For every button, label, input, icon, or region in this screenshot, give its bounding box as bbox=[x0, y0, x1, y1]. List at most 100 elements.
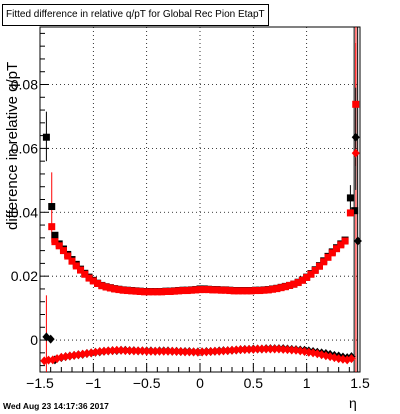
square-point bbox=[85, 274, 93, 282]
square-point bbox=[119, 286, 127, 294]
diamond-point bbox=[155, 346, 164, 356]
square-point bbox=[94, 280, 102, 288]
diamond-point bbox=[46, 334, 55, 344]
square-point bbox=[281, 283, 289, 291]
y-tick-label: 0.04 bbox=[11, 204, 38, 220]
square-point bbox=[132, 287, 140, 295]
diamond-point bbox=[185, 347, 194, 357]
square-point bbox=[352, 100, 360, 108]
square-point bbox=[153, 288, 161, 296]
square-point bbox=[346, 209, 354, 217]
timestamp: Wed Aug 23 14:17:36 2017 bbox=[3, 401, 109, 411]
square-point bbox=[307, 270, 315, 278]
square-point bbox=[158, 288, 166, 296]
square-point bbox=[48, 223, 56, 231]
y-tick-label: 0.02 bbox=[11, 268, 38, 284]
x-tick-label: 0.5 bbox=[244, 375, 264, 391]
square-point bbox=[351, 207, 359, 215]
chart-title: Fitted difference in relative q/pT for G… bbox=[2, 4, 269, 26]
x-tick-label: 0 bbox=[196, 375, 204, 391]
square-point bbox=[64, 252, 72, 260]
square-point bbox=[320, 258, 328, 266]
square-point bbox=[346, 194, 354, 202]
square-point bbox=[230, 287, 238, 295]
square-point bbox=[111, 285, 119, 293]
data-points bbox=[40, 100, 362, 366]
square-point bbox=[328, 249, 336, 257]
square-point bbox=[106, 284, 114, 292]
square-point bbox=[51, 238, 59, 246]
square-point bbox=[166, 288, 174, 295]
square-point bbox=[149, 288, 157, 296]
diamond-point bbox=[134, 346, 143, 356]
square-point bbox=[200, 286, 208, 294]
diamond-point bbox=[57, 352, 66, 362]
diamond-point bbox=[351, 148, 360, 158]
square-point bbox=[42, 133, 50, 141]
square-point bbox=[333, 245, 341, 253]
diamond-point bbox=[210, 346, 219, 356]
square-point bbox=[337, 241, 345, 249]
square-point bbox=[226, 287, 234, 295]
x-tick-label: 1.5 bbox=[350, 375, 370, 391]
square-point bbox=[294, 279, 302, 287]
square-point bbox=[48, 203, 56, 211]
square-point bbox=[59, 247, 67, 255]
square-point bbox=[115, 286, 123, 294]
y-tick-label: 0.08 bbox=[11, 77, 38, 93]
square-point bbox=[213, 286, 221, 294]
diamond-point bbox=[249, 344, 258, 354]
diamond-point bbox=[121, 346, 130, 356]
square-point bbox=[98, 282, 106, 290]
square-point bbox=[72, 262, 80, 270]
square-point bbox=[222, 286, 230, 294]
square-point bbox=[239, 287, 247, 295]
diamond-point bbox=[245, 344, 254, 354]
square-point bbox=[183, 287, 191, 295]
diamond-point bbox=[351, 132, 360, 142]
square-point bbox=[298, 276, 306, 284]
diamond-point bbox=[146, 346, 155, 356]
square-point bbox=[179, 287, 187, 295]
square-point bbox=[269, 285, 277, 293]
diamond-point bbox=[270, 344, 279, 354]
x-tick-label: −1 bbox=[85, 375, 101, 391]
diamond-point bbox=[172, 347, 181, 357]
square-point bbox=[251, 287, 259, 295]
square-point bbox=[256, 287, 264, 295]
square-point bbox=[311, 266, 319, 274]
diamond-point bbox=[253, 344, 262, 354]
square-point bbox=[123, 287, 131, 295]
square-point bbox=[264, 286, 272, 294]
square-point bbox=[277, 284, 285, 292]
square-point bbox=[273, 285, 281, 293]
square-point bbox=[175, 287, 183, 295]
square-point bbox=[209, 286, 217, 294]
square-point bbox=[205, 286, 213, 294]
diamond-point bbox=[198, 347, 207, 357]
square-point bbox=[81, 270, 89, 278]
x-axis-label: η bbox=[349, 395, 357, 411]
diamond-point bbox=[142, 346, 151, 356]
square-point bbox=[341, 237, 349, 245]
diamond-point bbox=[129, 346, 138, 356]
square-point bbox=[128, 287, 136, 295]
y-axis-label: difference in relative q/pT bbox=[4, 61, 21, 230]
diamond-point bbox=[159, 346, 168, 356]
diamond-point bbox=[151, 346, 160, 356]
square-point bbox=[192, 286, 200, 294]
x-tick-label: 1 bbox=[303, 375, 311, 391]
square-point bbox=[260, 286, 268, 294]
square-point bbox=[217, 286, 225, 294]
square-point bbox=[68, 257, 76, 265]
diamond-point bbox=[266, 344, 275, 354]
square-point bbox=[77, 266, 85, 274]
diamond-point bbox=[164, 346, 172, 356]
diamond-point bbox=[262, 344, 271, 354]
square-point bbox=[243, 287, 251, 295]
square-point bbox=[102, 283, 110, 291]
square-point bbox=[136, 288, 144, 295]
diamond-point bbox=[236, 345, 245, 355]
square-point bbox=[234, 287, 242, 295]
square-point bbox=[55, 242, 63, 250]
